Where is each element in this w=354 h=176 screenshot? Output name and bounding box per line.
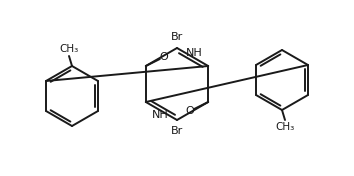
Text: CH₃: CH₃ (59, 44, 79, 54)
Text: O: O (159, 52, 168, 62)
Text: Br: Br (171, 126, 183, 136)
Text: Br: Br (171, 32, 183, 42)
Text: NH: NH (152, 110, 168, 120)
Text: NH: NH (186, 48, 202, 58)
Text: CH₃: CH₃ (275, 122, 295, 132)
Text: O: O (186, 106, 195, 116)
